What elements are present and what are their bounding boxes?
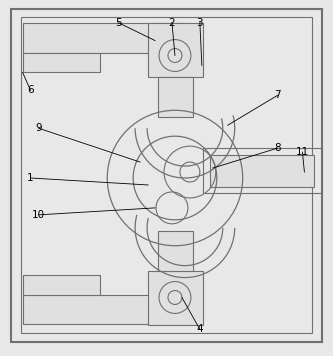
Text: 8: 8	[274, 143, 281, 153]
Bar	[203, 148, 322, 193]
Text: 10: 10	[32, 210, 45, 220]
Bar	[23, 294, 187, 324]
Bar	[148, 271, 203, 325]
Circle shape	[159, 40, 191, 72]
Text: 11: 11	[296, 147, 309, 157]
Text: 2: 2	[169, 18, 175, 28]
Bar	[23, 23, 187, 53]
Text: 5: 5	[115, 18, 122, 28]
Text: 6: 6	[27, 85, 34, 95]
Bar	[210, 155, 314, 187]
Bar	[158, 231, 193, 271]
Circle shape	[159, 282, 191, 313]
Text: 7: 7	[274, 90, 281, 100]
Bar	[148, 23, 203, 77]
Bar	[21, 17, 312, 333]
Text: 4: 4	[196, 324, 203, 334]
Text: 3: 3	[196, 18, 203, 28]
Bar	[23, 53, 100, 72]
Text: 1: 1	[27, 173, 34, 183]
Text: 9: 9	[35, 123, 42, 133]
Bar	[23, 274, 100, 294]
Bar	[158, 77, 193, 117]
